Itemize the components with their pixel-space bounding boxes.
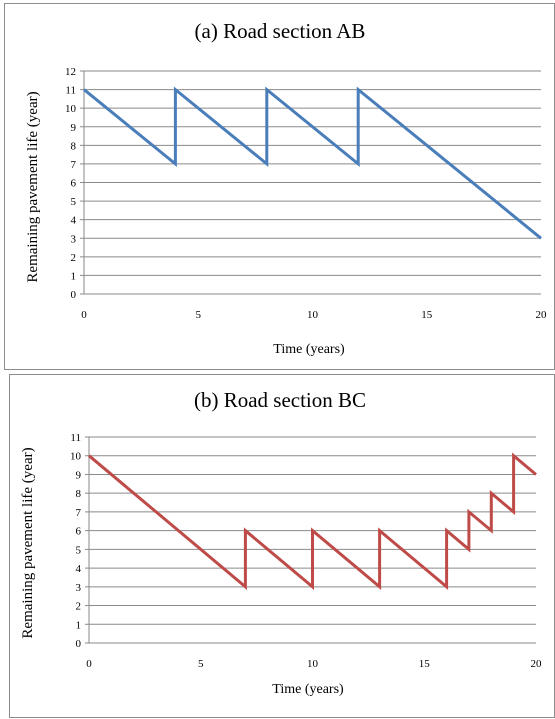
x-tick-label: 20 xyxy=(536,309,548,321)
y-tick-label: 1 xyxy=(76,619,82,631)
y-axis-label: Remaining pavement life (year) xyxy=(25,91,41,282)
chart-panel-bc: (b) Road section BC Time (years) Remaini… xyxy=(9,374,555,718)
x-tick-label: 15 xyxy=(419,658,431,670)
y-tick-label: 2 xyxy=(71,252,77,264)
x-tick-label: 10 xyxy=(307,658,319,670)
x-axis-label: Time (years) xyxy=(272,682,344,697)
y-tick-label: 11 xyxy=(65,85,76,97)
y-tick-label: 10 xyxy=(70,451,82,463)
x-tick-label: 0 xyxy=(81,309,87,321)
y-tick-label: 2 xyxy=(76,601,82,613)
y-tick-label: 7 xyxy=(71,159,77,171)
y-tick-label: 12 xyxy=(65,66,76,78)
y-tick-label: 6 xyxy=(76,526,82,538)
y-tick-label: 0 xyxy=(71,289,77,301)
y-tick-label: 5 xyxy=(76,544,82,556)
y-tick-label: 8 xyxy=(71,140,77,152)
series-line xyxy=(88,452,537,591)
x-tick-label: 5 xyxy=(198,658,204,670)
y-tick-label: 7 xyxy=(76,507,82,519)
y-tick-label: 3 xyxy=(76,582,82,594)
x-tick-label: 20 xyxy=(531,658,543,670)
y-tick-label: 4 xyxy=(76,563,82,575)
y-tick-label: 10 xyxy=(65,103,77,115)
series-line xyxy=(83,86,542,240)
y-tick-label: 11 xyxy=(70,432,81,444)
chart-title: (a) Road section AB xyxy=(195,19,366,43)
x-tick-label: 0 xyxy=(86,658,92,670)
chart-ab-svg: (a) Road section AB Time (years) Remaini… xyxy=(25,19,548,357)
y-tick-label: 5 xyxy=(71,196,77,208)
y-tick-label: 0 xyxy=(76,638,82,650)
y-tick-label: 9 xyxy=(76,469,82,481)
x-axis-label: Time (years) xyxy=(273,342,345,357)
x-tick-label: 10 xyxy=(307,309,319,321)
y-tick-label: 8 xyxy=(76,488,82,500)
y-axis-label: Remaining pavement life (year) xyxy=(20,447,36,638)
x-tick-label: 15 xyxy=(421,309,433,321)
chart-bc-svg: (b) Road section BC Time (years) Remaini… xyxy=(20,388,543,697)
chart-panel-ab: (a) Road section AB Time (years) Remaini… xyxy=(4,3,555,370)
x-tick-label: 5 xyxy=(196,309,202,321)
y-tick-label: 4 xyxy=(71,215,77,227)
y-tick-label: 9 xyxy=(71,122,77,134)
y-tick-label: 1 xyxy=(71,270,77,282)
y-tick-label: 6 xyxy=(71,178,77,190)
y-tick-label: 3 xyxy=(71,233,77,245)
chart-title: (b) Road section BC xyxy=(194,388,366,412)
